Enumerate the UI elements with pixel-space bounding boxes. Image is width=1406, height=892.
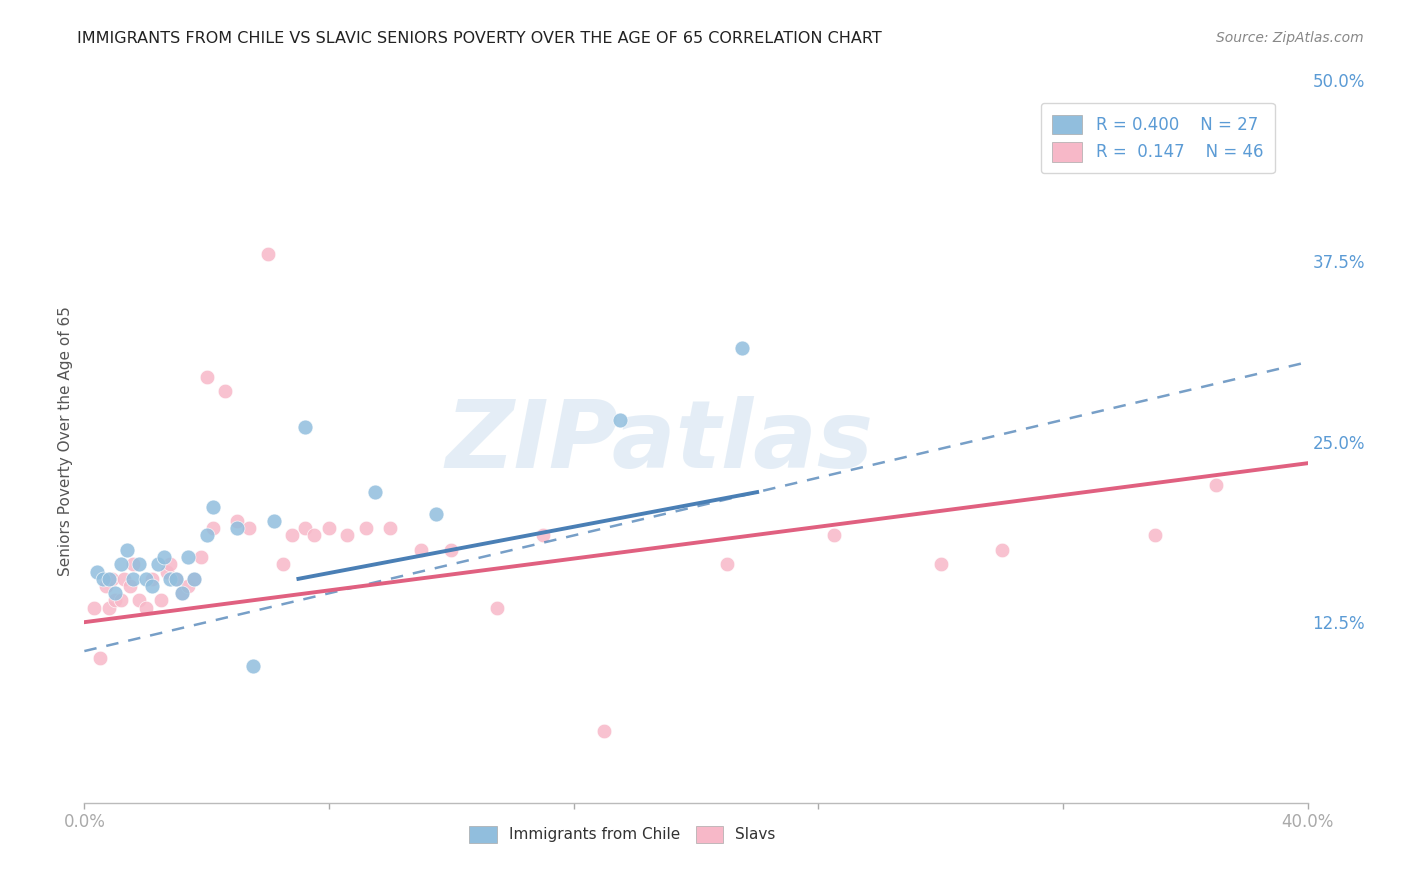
Point xyxy=(294,521,316,535)
Point xyxy=(159,572,181,586)
Point xyxy=(177,550,200,565)
Point xyxy=(104,586,127,600)
Point xyxy=(110,593,132,607)
Legend: Immigrants from Chile, Slavs: Immigrants from Chile, Slavs xyxy=(464,820,782,849)
Point xyxy=(122,558,145,572)
Point xyxy=(242,658,264,673)
Point xyxy=(97,600,120,615)
Point xyxy=(135,572,157,586)
Point xyxy=(172,586,194,600)
Point xyxy=(165,572,187,586)
Point xyxy=(731,341,754,355)
Point xyxy=(1143,528,1166,542)
Point xyxy=(302,528,325,542)
Point xyxy=(195,369,218,384)
Point xyxy=(190,550,212,565)
Point xyxy=(201,521,224,535)
Point xyxy=(141,572,163,586)
Point xyxy=(364,485,387,500)
Point xyxy=(354,521,377,535)
Point xyxy=(1205,478,1227,492)
Point xyxy=(110,558,132,572)
Point xyxy=(609,413,631,427)
Point xyxy=(440,542,463,557)
Point xyxy=(486,600,509,615)
Text: IMMIGRANTS FROM CHILE VS SLAVIC SENIORS POVERTY OVER THE AGE OF 65 CORRELATION C: IMMIGRANTS FROM CHILE VS SLAVIC SENIORS … xyxy=(77,31,882,46)
Point xyxy=(101,572,124,586)
Point xyxy=(531,528,554,542)
Point xyxy=(149,593,172,607)
Point xyxy=(201,500,224,514)
Point xyxy=(128,593,150,607)
Point xyxy=(112,572,135,586)
Point xyxy=(214,384,236,398)
Text: ZIPatlas: ZIPatlas xyxy=(446,395,873,488)
Y-axis label: Seniors Poverty Over the Age of 65: Seniors Poverty Over the Age of 65 xyxy=(58,307,73,576)
Point xyxy=(281,528,304,542)
Point xyxy=(271,558,294,572)
Point xyxy=(128,558,150,572)
Point xyxy=(183,572,205,586)
Point xyxy=(115,542,138,557)
Point xyxy=(86,565,108,579)
Point xyxy=(146,558,169,572)
Point xyxy=(122,572,145,586)
Point xyxy=(991,542,1014,557)
Point xyxy=(593,723,616,738)
Point xyxy=(177,579,200,593)
Point xyxy=(104,593,127,607)
Point xyxy=(183,572,205,586)
Point xyxy=(409,542,432,557)
Point xyxy=(263,514,285,528)
Point xyxy=(156,565,179,579)
Point xyxy=(195,528,218,542)
Point xyxy=(823,528,845,542)
Point xyxy=(172,586,194,600)
Point xyxy=(94,579,117,593)
Point xyxy=(89,651,111,665)
Point xyxy=(380,521,402,535)
Point xyxy=(716,558,738,572)
Point xyxy=(165,572,187,586)
Point xyxy=(153,550,176,565)
Point xyxy=(425,507,447,521)
Point xyxy=(238,521,260,535)
Point xyxy=(141,579,163,593)
Point xyxy=(226,521,249,535)
Point xyxy=(97,572,120,586)
Point xyxy=(257,246,280,260)
Point xyxy=(294,420,316,434)
Point xyxy=(226,514,249,528)
Point xyxy=(91,572,114,586)
Point xyxy=(929,558,952,572)
Point xyxy=(83,600,105,615)
Point xyxy=(135,600,157,615)
Point xyxy=(159,558,181,572)
Point xyxy=(336,528,359,542)
Text: Source: ZipAtlas.com: Source: ZipAtlas.com xyxy=(1216,31,1364,45)
Point xyxy=(318,521,340,535)
Point xyxy=(120,579,142,593)
